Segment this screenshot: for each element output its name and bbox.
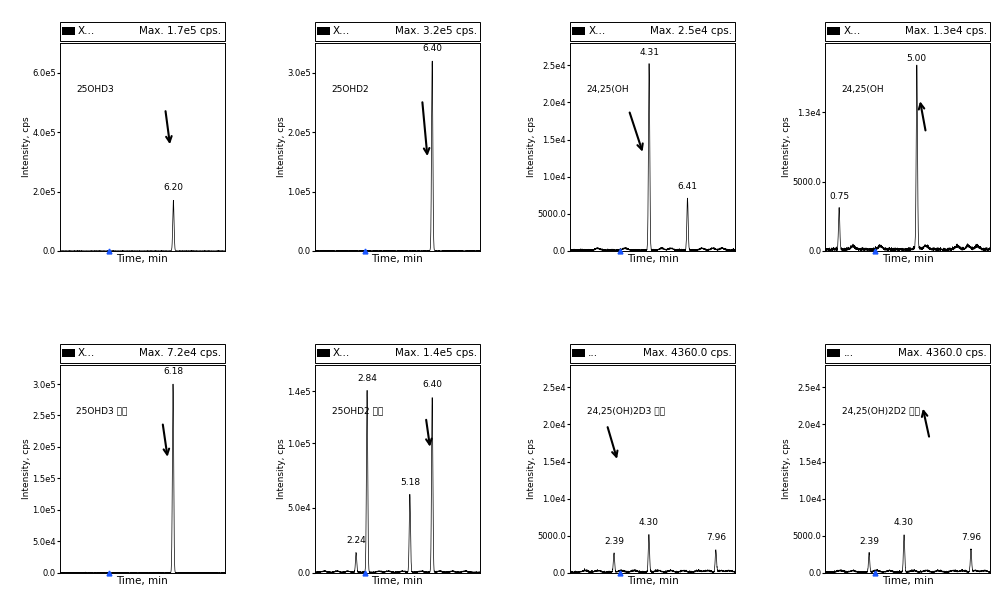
Text: X...: X... [588,26,606,36]
X-axis label: Time, min: Time, min [116,254,168,264]
X-axis label: Time, min: Time, min [882,576,934,586]
X-axis label: Time, min: Time, min [882,254,934,264]
Text: Max. 1.7e5 cps.: Max. 1.7e5 cps. [139,26,222,36]
Y-axis label: Intensity, cps: Intensity, cps [277,116,286,177]
Text: 24,25(OH: 24,25(OH [587,84,629,94]
Text: 2.24: 2.24 [346,536,366,545]
Text: Max. 1.3e4 cps.: Max. 1.3e4 cps. [905,26,987,36]
Y-axis label: Intensity, cps: Intensity, cps [527,116,536,177]
Text: X...: X... [333,26,350,36]
Text: 6.41: 6.41 [677,182,697,190]
Y-axis label: Intensity, cps: Intensity, cps [782,116,791,177]
Text: 6.40: 6.40 [422,380,442,389]
Text: 6.18: 6.18 [163,367,183,376]
Text: Max. 7.2e4 cps.: Max. 7.2e4 cps. [139,349,222,359]
Text: 2.39: 2.39 [859,537,879,546]
Text: 0.75: 0.75 [829,192,849,201]
Text: 4.30: 4.30 [639,519,659,527]
Text: X...: X... [333,349,350,359]
Text: ...: ... [588,349,598,359]
Text: Max. 3.2e5 cps.: Max. 3.2e5 cps. [395,26,477,36]
Text: X...: X... [78,26,95,36]
X-axis label: Time, min: Time, min [627,576,678,586]
Text: Max. 4360.0 cps.: Max. 4360.0 cps. [643,349,732,359]
Y-axis label: Intensity, cps: Intensity, cps [782,439,791,500]
Text: 4.31: 4.31 [639,48,659,57]
Text: 5.18: 5.18 [400,477,420,487]
Text: Max. 1.4e5 cps.: Max. 1.4e5 cps. [395,349,477,359]
Text: 25OHD2: 25OHD2 [332,84,369,94]
Text: 2.84: 2.84 [357,374,377,383]
Text: ...: ... [843,349,854,359]
Text: 25OHD3 内标: 25OHD3 内标 [76,407,128,416]
Y-axis label: Intensity, cps: Intensity, cps [22,439,31,500]
Text: Max. 2.5e4 cps.: Max. 2.5e4 cps. [650,26,732,36]
Text: 7.96: 7.96 [706,533,726,542]
Text: 25OHD2 内标: 25OHD2 内标 [332,407,383,416]
Y-axis label: Intensity, cps: Intensity, cps [527,439,536,500]
Text: 24,25(OH)2D2 内标: 24,25(OH)2D2 内标 [842,407,920,416]
Text: 24,25(OH)2D3 内标: 24,25(OH)2D3 内标 [587,407,665,416]
X-axis label: Time, min: Time, min [116,576,168,586]
Text: 5.00: 5.00 [907,54,927,62]
X-axis label: Time, min: Time, min [372,254,423,264]
Text: 6.20: 6.20 [163,183,183,192]
Y-axis label: Intensity, cps: Intensity, cps [277,439,286,500]
Text: X...: X... [843,26,861,36]
Text: 4.30: 4.30 [894,519,914,527]
Text: 25OHD3: 25OHD3 [76,84,114,94]
Text: 7.96: 7.96 [961,533,981,542]
Text: 6.40: 6.40 [422,44,442,52]
X-axis label: Time, min: Time, min [627,254,678,264]
Text: 24,25(OH: 24,25(OH [842,84,884,94]
Y-axis label: Intensity, cps: Intensity, cps [22,116,31,177]
X-axis label: Time, min: Time, min [372,576,423,586]
Text: 2.39: 2.39 [604,537,624,546]
Text: X...: X... [78,349,95,359]
Text: Max. 4360.0 cps.: Max. 4360.0 cps. [898,349,987,359]
